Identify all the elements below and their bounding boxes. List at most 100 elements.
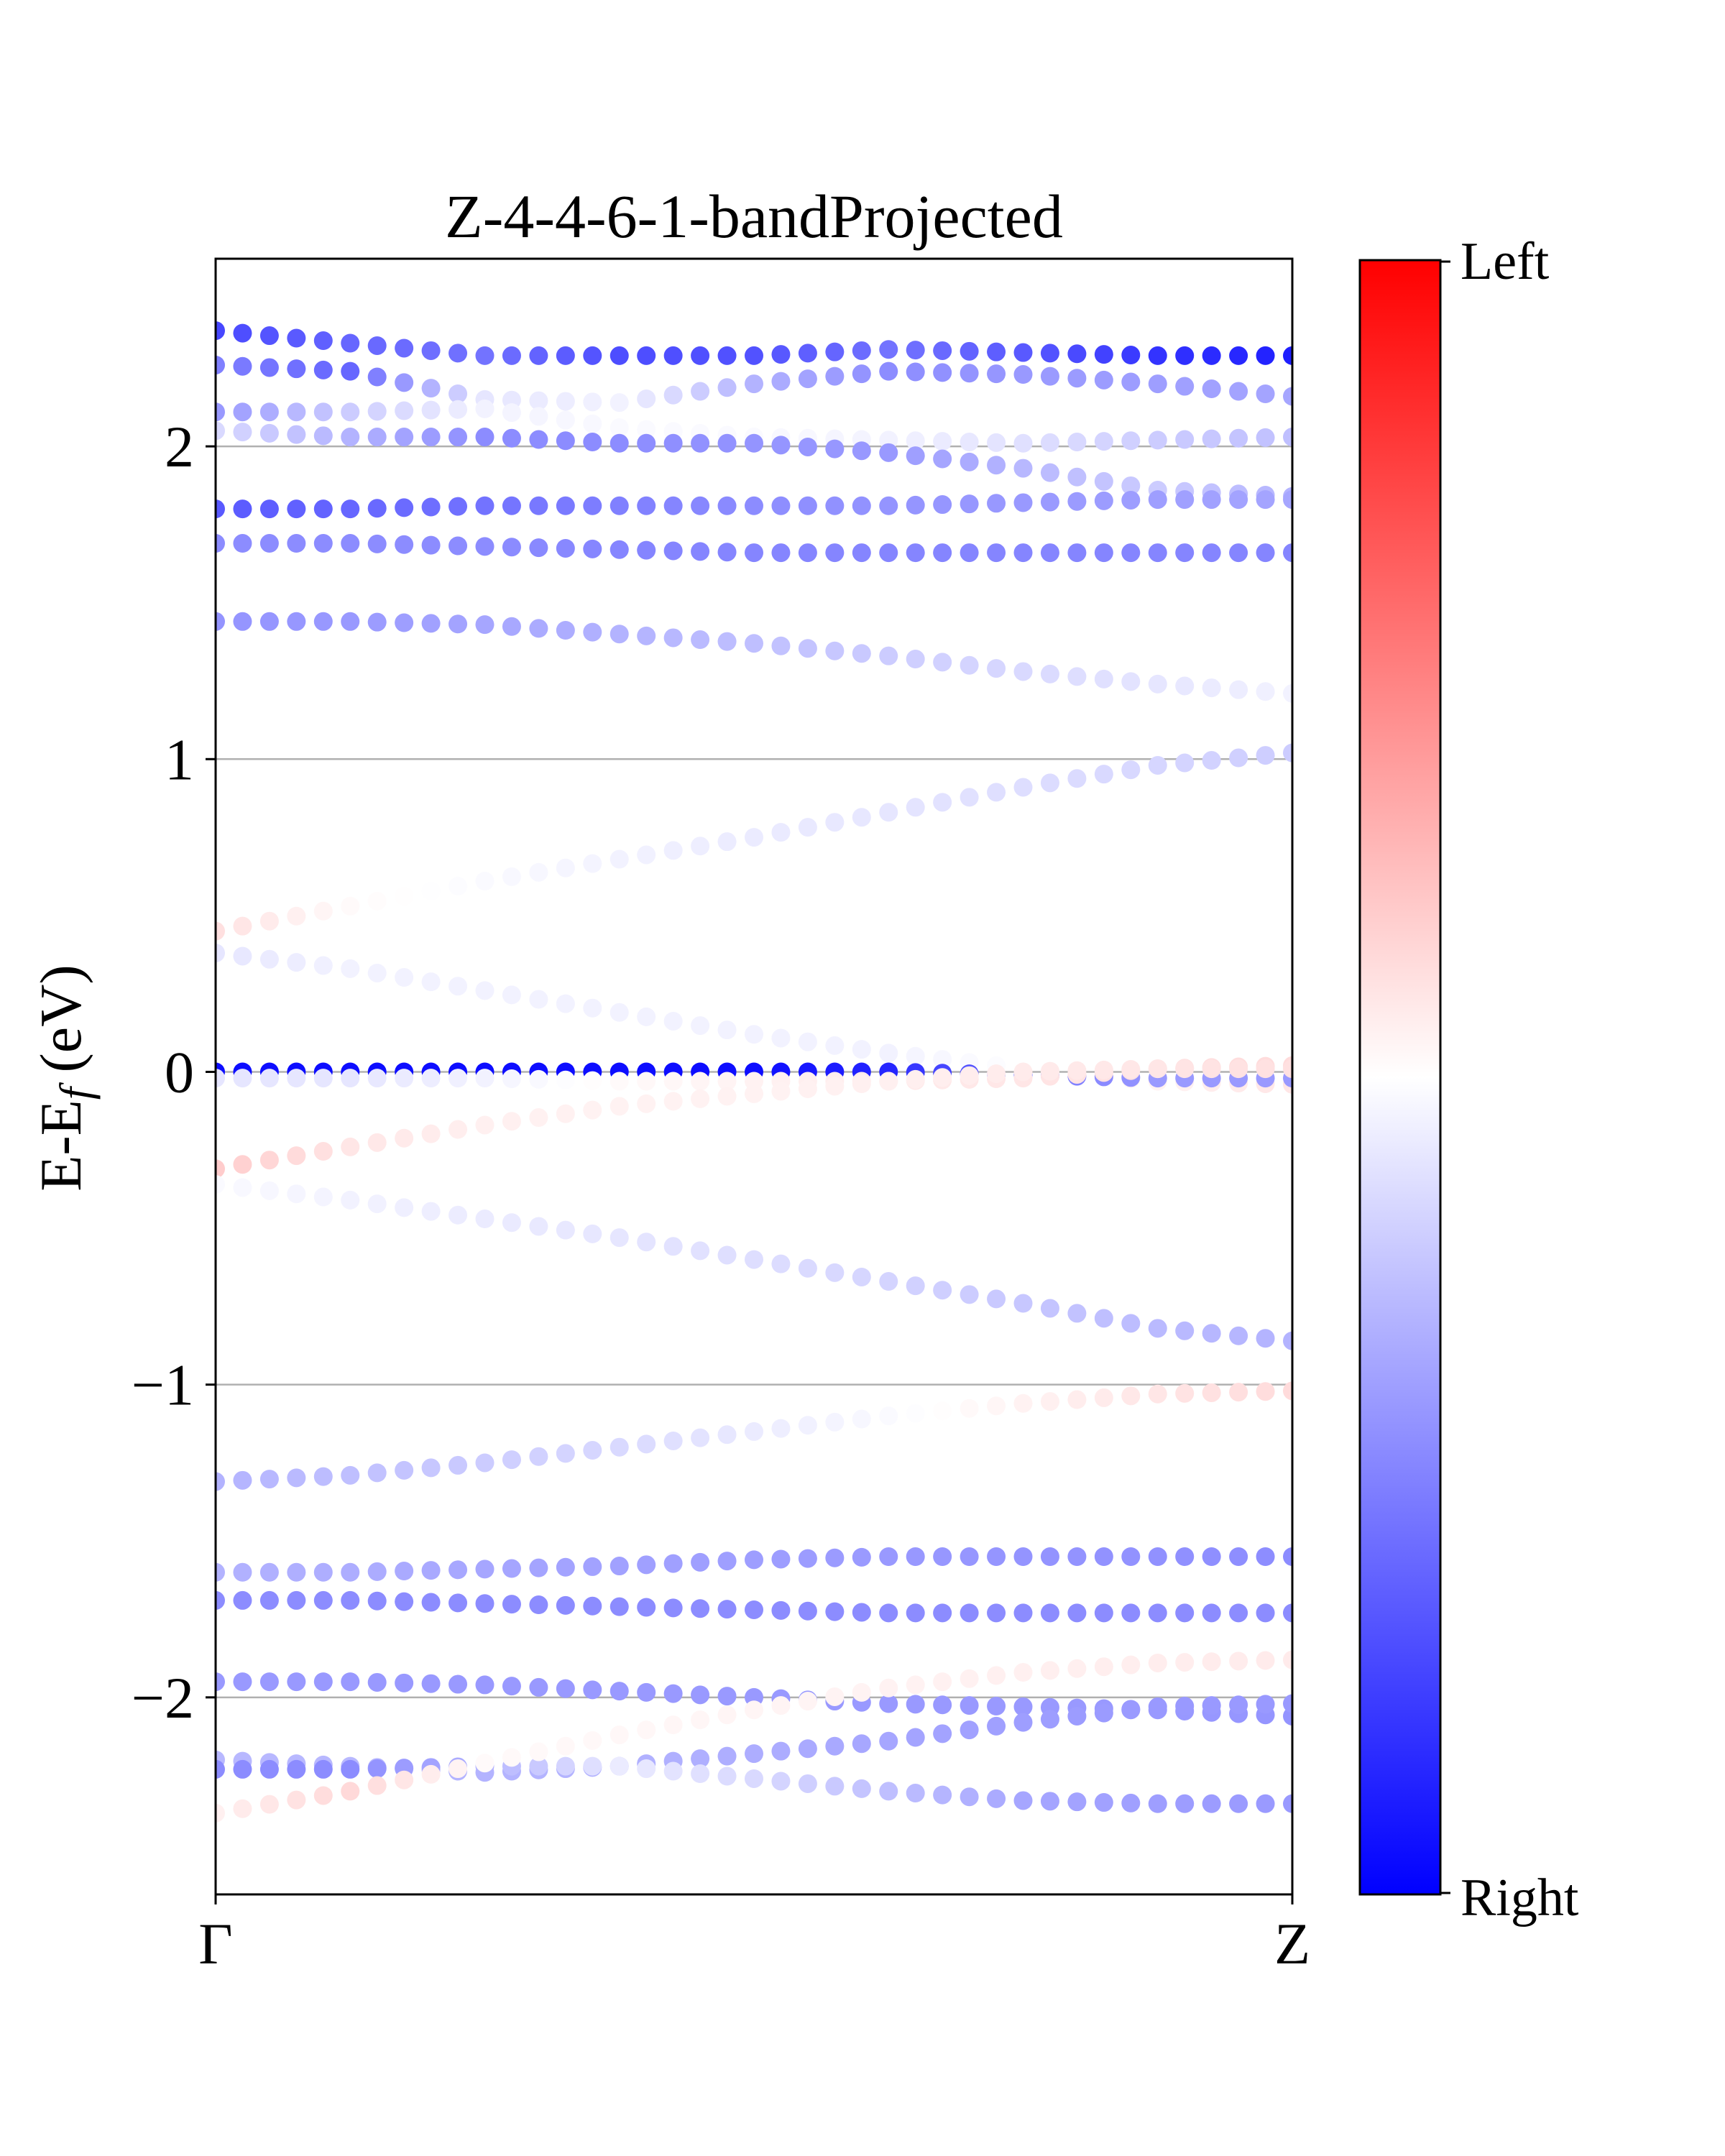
band-point bbox=[610, 1726, 629, 1745]
band-point bbox=[341, 1782, 360, 1801]
band-point bbox=[798, 496, 817, 515]
band-point bbox=[216, 944, 225, 963]
band-point bbox=[771, 543, 791, 563]
band-point bbox=[448, 1069, 468, 1088]
band-point bbox=[1229, 1794, 1248, 1813]
band-point bbox=[1094, 1309, 1113, 1328]
band-point bbox=[1040, 1392, 1059, 1411]
band-point bbox=[771, 496, 791, 515]
band-point bbox=[745, 1550, 763, 1570]
band-point bbox=[663, 346, 683, 365]
band-point bbox=[610, 540, 629, 559]
band-point bbox=[1229, 680, 1248, 699]
band-point bbox=[529, 496, 548, 515]
band-point bbox=[216, 1803, 225, 1823]
band-point bbox=[1283, 1059, 1292, 1079]
band-point bbox=[1094, 471, 1113, 491]
band-point bbox=[610, 849, 629, 869]
band-point bbox=[1121, 476, 1141, 495]
band-point bbox=[1256, 1547, 1275, 1567]
band-point bbox=[852, 496, 871, 515]
band-point bbox=[1040, 1061, 1059, 1081]
band-point bbox=[233, 612, 252, 631]
band-point bbox=[717, 1245, 737, 1265]
band-point bbox=[341, 1759, 360, 1779]
band-point bbox=[825, 367, 845, 386]
band-point bbox=[529, 1595, 548, 1615]
band-point bbox=[717, 1766, 737, 1786]
band-point bbox=[259, 402, 279, 422]
band-point bbox=[987, 456, 1006, 475]
band-point bbox=[287, 499, 306, 519]
band-point bbox=[933, 432, 952, 451]
band-point bbox=[556, 620, 575, 640]
band-point bbox=[1202, 1696, 1221, 1715]
y-tick-label: 2 bbox=[165, 414, 194, 479]
band-point bbox=[233, 1672, 252, 1692]
band-point bbox=[906, 1069, 925, 1089]
band-point bbox=[287, 1069, 306, 1088]
band-point bbox=[1040, 664, 1059, 683]
band-point bbox=[395, 428, 414, 447]
band-point bbox=[556, 1557, 575, 1577]
band-point bbox=[691, 1072, 710, 1091]
band-point bbox=[1013, 662, 1033, 681]
band-point bbox=[1013, 365, 1033, 384]
band-point bbox=[421, 400, 441, 420]
band-point bbox=[556, 1104, 575, 1123]
band-point bbox=[1094, 1793, 1113, 1812]
band-point bbox=[395, 1673, 414, 1692]
band-point bbox=[341, 959, 360, 978]
band-point bbox=[529, 1742, 548, 1761]
band-point bbox=[367, 402, 387, 421]
band-point bbox=[529, 1217, 548, 1236]
band-point bbox=[1094, 370, 1113, 390]
band-point bbox=[341, 499, 360, 519]
band-point bbox=[1202, 751, 1221, 770]
band-point bbox=[745, 1250, 763, 1269]
band-point bbox=[825, 1777, 845, 1796]
band-point bbox=[216, 355, 225, 374]
band-point bbox=[529, 862, 548, 882]
band-point bbox=[341, 1137, 360, 1156]
band-point bbox=[610, 1682, 629, 1701]
band-point bbox=[852, 441, 871, 461]
band-point bbox=[663, 1684, 683, 1703]
band-point bbox=[313, 331, 333, 351]
band-point bbox=[637, 1555, 656, 1575]
band-point bbox=[987, 342, 1006, 361]
band-point bbox=[1148, 490, 1167, 510]
band-point bbox=[1175, 1794, 1195, 1813]
band-point bbox=[421, 1458, 441, 1478]
band-point bbox=[287, 953, 306, 972]
band-point bbox=[475, 428, 494, 447]
band-point bbox=[421, 341, 441, 360]
band-point bbox=[475, 1675, 494, 1695]
band-point bbox=[1283, 683, 1292, 703]
band-point bbox=[637, 433, 656, 453]
band-point bbox=[475, 496, 494, 515]
band-point bbox=[448, 1455, 468, 1475]
band-point bbox=[987, 1547, 1006, 1567]
band-point bbox=[1256, 1059, 1275, 1079]
band-point bbox=[421, 535, 441, 555]
band-point bbox=[448, 536, 468, 556]
band-point bbox=[637, 845, 656, 865]
band-point bbox=[395, 401, 414, 420]
band-point bbox=[1148, 430, 1167, 450]
band-point bbox=[556, 1595, 575, 1615]
band-point bbox=[1013, 343, 1033, 362]
band-point bbox=[1040, 1661, 1059, 1680]
band-point bbox=[233, 499, 252, 519]
band-point bbox=[583, 1071, 602, 1090]
band-point bbox=[1202, 1324, 1221, 1343]
band-point bbox=[906, 1404, 925, 1423]
band-point bbox=[1121, 1059, 1141, 1079]
band-point bbox=[906, 650, 925, 669]
band-point bbox=[1202, 346, 1221, 365]
band-point bbox=[879, 803, 898, 822]
band-5 bbox=[216, 534, 1292, 563]
band-point bbox=[906, 1728, 925, 1747]
band-point bbox=[825, 1548, 845, 1567]
band-6 bbox=[216, 612, 1292, 703]
